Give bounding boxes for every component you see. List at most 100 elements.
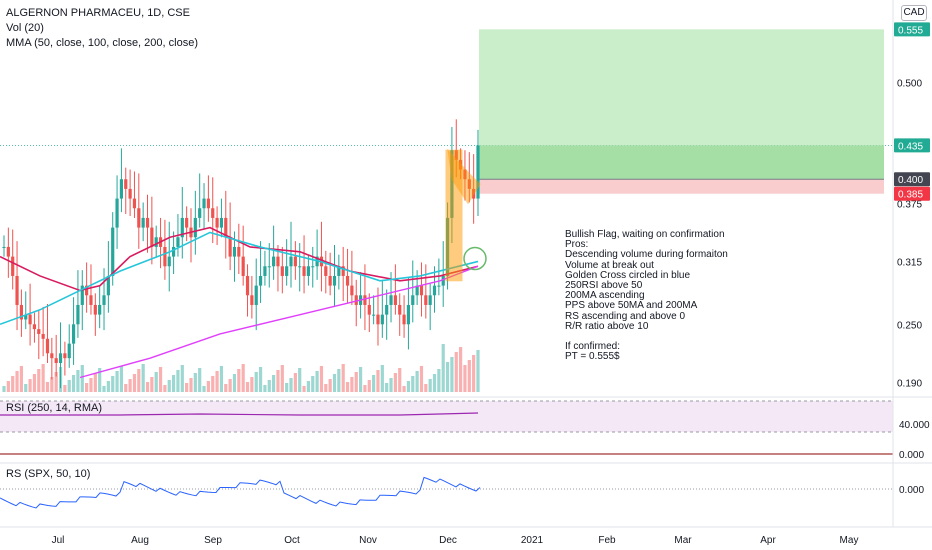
volume-bar [176,370,180,392]
candle-body [302,266,306,276]
candle-body [376,314,380,325]
volume-bar [6,381,10,392]
volume-bar [363,385,367,392]
candle-body [424,295,428,305]
volume-bar [215,371,219,392]
candle-body [45,338,50,354]
candle-body [306,266,311,276]
candle-body [311,266,315,268]
candle-body [150,227,154,247]
candle-body [267,266,271,268]
candle-body [250,295,254,305]
volume-bar [224,384,228,392]
volume-bar [445,362,450,392]
volume-bar [50,377,54,392]
mma-legend: MMA (50, close, 100, close, 200, close) [6,37,198,49]
price-tick-label: 0.190 [897,378,922,389]
volume-bar [437,369,441,392]
candle-body [50,353,54,359]
volume-bar [137,369,141,392]
volume-bar [324,384,328,392]
volume-bar [293,373,297,392]
candle-body [389,295,393,305]
currency-badge[interactable]: CAD [901,5,927,21]
volume-bar [180,365,184,392]
candle-body [402,314,406,325]
candle-body [211,208,215,218]
candle-body [332,275,337,286]
candle-body [15,275,19,305]
time-tick-label: Feb [598,535,616,546]
candle-body [115,198,119,228]
volume-bar [385,383,389,392]
volume-bar [202,386,206,392]
candle-body [145,217,150,228]
candle-body [463,169,467,180]
flag-pole [445,149,463,282]
note-line: R/R ratio above 10 [565,320,649,332]
candle-body [206,198,210,209]
candle-body [19,304,23,320]
candle-body [280,266,284,276]
candle-body [85,285,89,296]
volume-bar [32,374,37,392]
candle-body [272,256,276,267]
candle-body [137,208,141,228]
volume-bar [467,360,471,392]
candle-body [432,285,437,296]
volume-bar [459,347,463,392]
candle-body [415,285,419,296]
candle-body [106,275,110,296]
price-tag [894,172,930,187]
volume-bar [158,367,163,392]
volume-bar [311,376,315,392]
volume-bar [285,383,289,392]
price-tick-label: 0.315 [897,257,922,268]
candle-body [224,217,228,238]
volume-bar [358,367,363,392]
candle-body [345,275,350,286]
volume-bar [472,355,476,392]
price-pane [0,29,893,392]
candle-body [180,217,184,238]
time-tick-label: Aug [131,535,149,546]
rs-line [0,476,481,509]
volume-bar [372,375,376,392]
volume-bar [415,371,419,392]
volume-bar [354,372,358,392]
volume-bar [119,366,124,392]
candle-body [258,275,263,286]
analysis-note: Bullish Flag, waiting on confirmation Pro… [565,229,728,363]
volume-bar [11,376,15,392]
price-tick-label: 0.250 [897,320,922,331]
volume-bar [106,381,110,392]
candle-body [124,179,128,189]
candle-body [2,246,6,248]
candle-body [32,324,37,330]
candle-body [298,266,302,268]
time-tick-label: May [840,535,859,546]
volume-bar [111,376,115,392]
price-tag-label: 0.555 [898,25,923,36]
note-line: Golden Cross circled in blue [565,269,691,281]
volume-bar [198,368,202,392]
candle-body [58,353,63,363]
volume-bar [2,386,6,392]
price-tag-label: 0.435 [898,141,923,152]
rsi-band [0,401,893,432]
time-tick-label: Mar [674,535,692,546]
rs-tick-label: 0.000 [899,485,924,496]
profit-zone [479,145,884,180]
symbol-title: ALGERNON PHARMACEU, 1D, CSE [6,7,190,19]
volume-bar [450,357,454,392]
note-line: Pros: [565,239,589,251]
rsi-line [0,412,479,416]
volume-bar [476,350,480,392]
volume-bar [167,380,171,392]
volume-bar [58,367,63,392]
note-line: RS ascending and above 0 [565,310,686,322]
golden-cross-circle [463,246,487,271]
time-tick-label: Sep [204,535,222,546]
volume-bar [228,379,232,392]
